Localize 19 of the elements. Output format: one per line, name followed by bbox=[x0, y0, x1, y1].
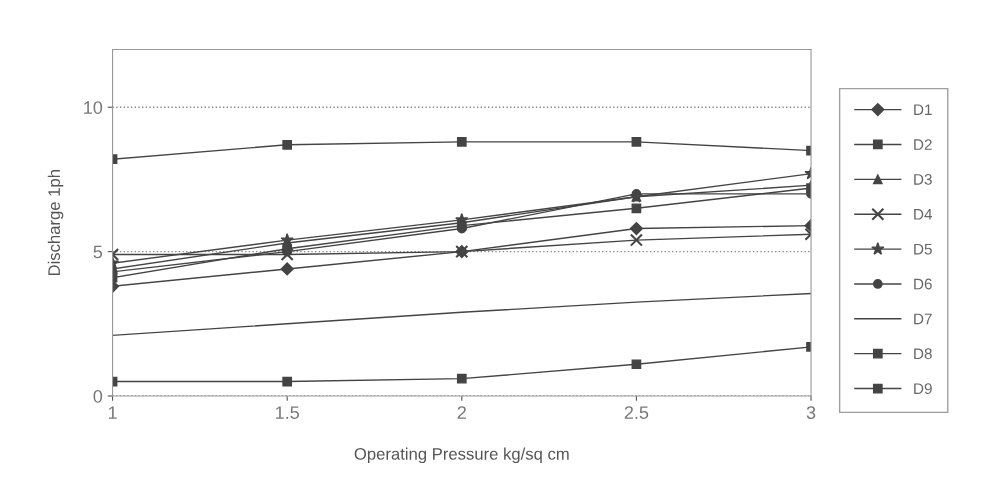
y-tick-label: 10 bbox=[84, 101, 103, 114]
legend-label: D5 bbox=[914, 243, 932, 255]
legend-label: D6 bbox=[914, 278, 932, 290]
x-axis-title: Operating Pressure kg/sq cm bbox=[354, 447, 569, 464]
legend-label: D3 bbox=[914, 174, 932, 185]
x-tick-label: 2.5 bbox=[624, 406, 649, 419]
x-tick-label: 3 bbox=[806, 406, 816, 419]
legend-label: D1 bbox=[914, 104, 932, 115]
legend-label: D7 bbox=[914, 313, 932, 325]
x-tick-label: 1 bbox=[108, 406, 117, 419]
legend-label: D2 bbox=[914, 139, 932, 150]
y-tick-label: 0 bbox=[93, 389, 103, 403]
legend-label: D8 bbox=[914, 348, 932, 360]
y-tick-label: 5 bbox=[93, 245, 103, 259]
x-tick-label: 2 bbox=[457, 406, 466, 419]
legend-label: D4 bbox=[914, 209, 933, 220]
x-tick-label: 1.5 bbox=[276, 406, 299, 419]
legend-label: D9 bbox=[914, 383, 932, 395]
y-axis-title: Discharge 1ph bbox=[47, 170, 64, 276]
